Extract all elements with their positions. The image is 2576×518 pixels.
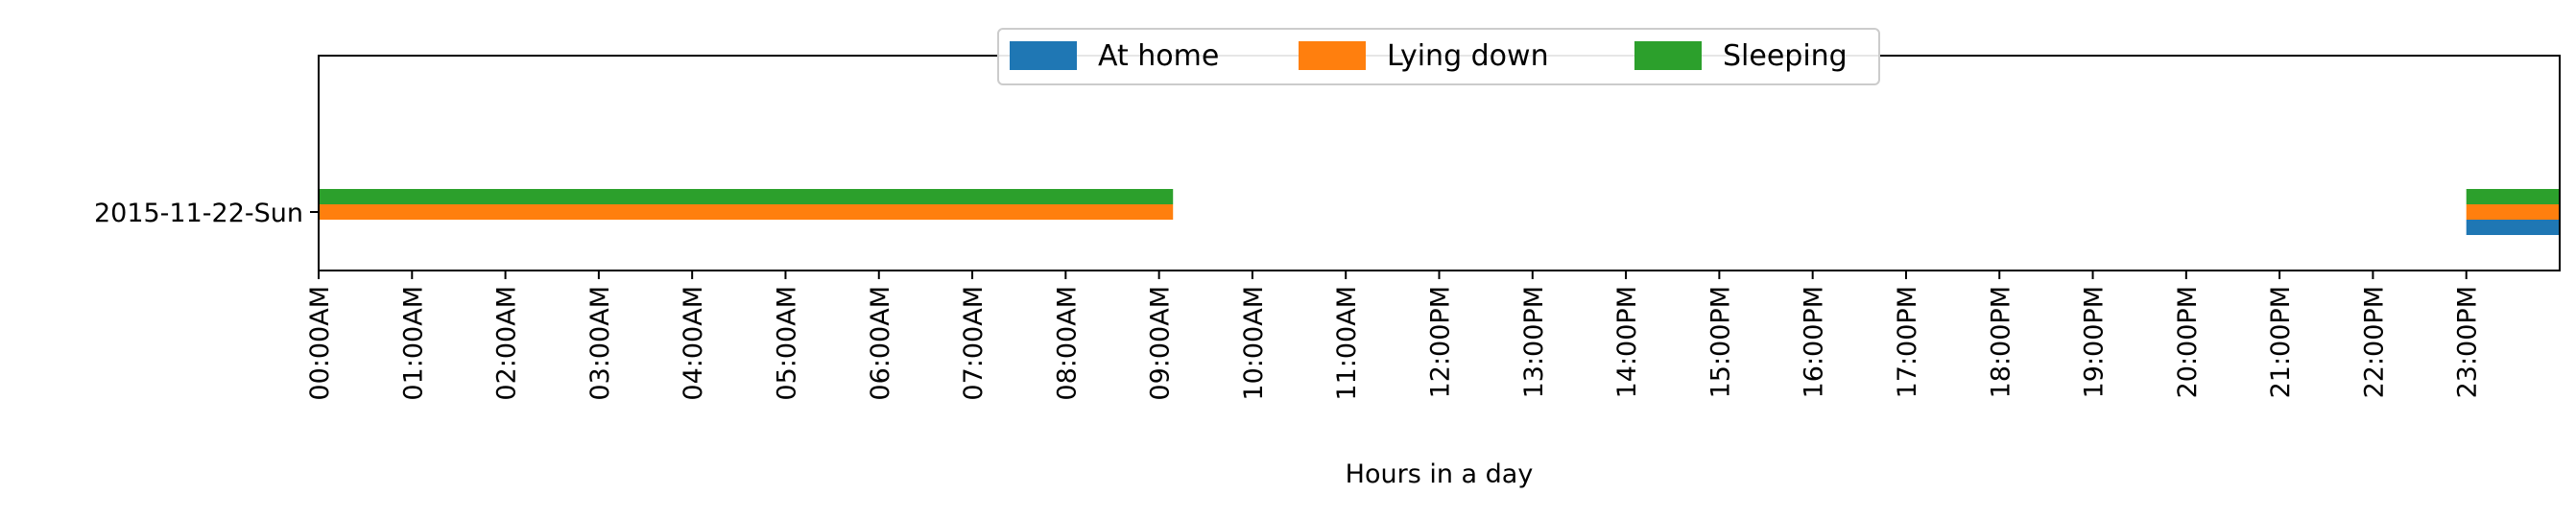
x-tick-label: 16:00PM <box>1800 286 1829 398</box>
legend-swatch <box>1010 41 1077 70</box>
x-tick-label: 19:00PM <box>2080 286 2110 398</box>
x-tick-label: 10:00AM <box>1239 286 1269 401</box>
x-axis: 00:00AM 01:00AM 02:00AM 03:00AM 04:00AM 05:00… <box>305 271 2483 401</box>
x-tick-label: 06:00AM <box>866 286 895 401</box>
x-tick-label: 07:00AM <box>959 286 989 401</box>
bar-at-home <box>2466 220 2560 235</box>
x-tick-label: 09:00AM <box>1146 286 1176 401</box>
plot-frame <box>318 55 2561 271</box>
x-tick-label: 12:00PM <box>1426 286 1456 398</box>
x-tick-label: 13:00PM <box>1519 286 1549 398</box>
x-tick-label: 00:00AM <box>305 286 335 401</box>
y-tick-label: 2015-11-22-Sun <box>94 199 303 228</box>
bar-lying-down <box>319 204 1174 220</box>
legend-swatch <box>1634 41 1702 70</box>
y-axis: 2015-11-22-Sun <box>94 199 319 228</box>
legend-label: Sleeping <box>1723 39 1848 73</box>
x-tick-label: 21:00PM <box>2266 286 2296 398</box>
x-tick-label: 23:00PM <box>2453 286 2483 398</box>
x-tick-label: 18:00PM <box>1986 286 2015 398</box>
x-tick-label: 02:00AM <box>492 286 522 401</box>
x-tick-label: 03:00AM <box>585 286 615 401</box>
x-tick-label: 11:00AM <box>1332 286 1362 401</box>
x-tick-label: 14:00PM <box>1612 286 1642 398</box>
legend-label: At home <box>1098 39 1219 73</box>
bars-layer <box>319 189 2560 235</box>
x-tick-label: 15:00PM <box>1705 286 1735 398</box>
x-tick-label: 04:00AM <box>679 286 708 401</box>
x-tick-label: 22:00PM <box>2359 286 2389 398</box>
bar-sleeping <box>319 189 1174 204</box>
x-tick-label: 20:00PM <box>2173 286 2203 398</box>
x-axis-label: Hours in a day <box>1346 459 1534 489</box>
x-tick-label: 08:00AM <box>1052 286 1082 401</box>
x-tick-label: 17:00PM <box>1893 286 1922 398</box>
legend: At home Lying down Sleeping <box>997 28 1880 85</box>
bar-sleeping <box>2466 189 2560 204</box>
x-tick-label: 05:00AM <box>772 286 801 401</box>
x-tick-label: 01:00AM <box>398 286 428 401</box>
legend-swatch <box>1299 41 1366 70</box>
legend-label: Lying down <box>1387 39 1549 73</box>
bar-lying-down <box>2466 204 2560 220</box>
